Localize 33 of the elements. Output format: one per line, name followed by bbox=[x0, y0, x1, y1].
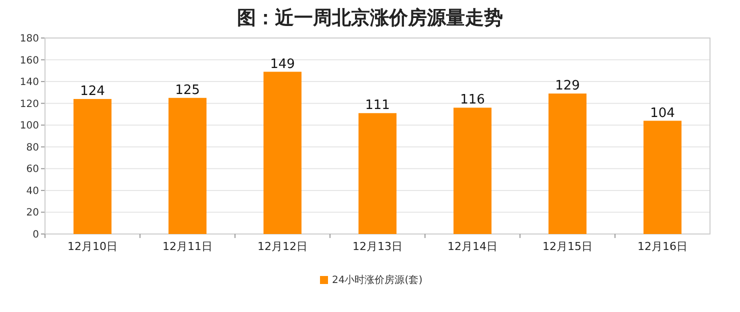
data-label: 124 bbox=[80, 84, 105, 99]
y-tick-label: 80 bbox=[26, 142, 39, 154]
y-tick-label: 60 bbox=[26, 164, 39, 176]
y-tick-label: 40 bbox=[26, 186, 39, 197]
x-tick-label: 12月16日 bbox=[638, 240, 688, 253]
y-tick-label: 100 bbox=[20, 120, 39, 132]
bar bbox=[454, 108, 492, 234]
data-label: 129 bbox=[555, 78, 580, 94]
x-tick-label: 12月13日 bbox=[352, 240, 402, 253]
x-tick-label: 12月11日 bbox=[162, 240, 212, 253]
legend-label: 24小时涨价房源(套) bbox=[332, 274, 423, 286]
bar bbox=[358, 113, 396, 234]
y-tick-label: 160 bbox=[20, 55, 39, 66]
bar bbox=[74, 98, 112, 234]
data-label: 149 bbox=[270, 56, 295, 72]
data-label: 116 bbox=[460, 92, 485, 108]
y-tick-label: 20 bbox=[26, 208, 39, 219]
data-label: 111 bbox=[365, 98, 390, 114]
x-tick-label: 12月10日 bbox=[68, 240, 118, 253]
y-tick-label: 140 bbox=[20, 77, 39, 88]
x-tick-label: 12月15日 bbox=[542, 240, 592, 253]
bar bbox=[644, 120, 682, 234]
bar bbox=[168, 98, 206, 234]
x-tick-label: 12月12日 bbox=[258, 240, 308, 253]
y-tick-label: 120 bbox=[20, 98, 39, 110]
data-label: 125 bbox=[175, 82, 200, 98]
y-tick-label: 0 bbox=[32, 230, 39, 240]
y-tick-label: 180 bbox=[20, 34, 39, 44]
bar bbox=[548, 94, 586, 234]
data-label: 104 bbox=[650, 106, 675, 121]
bar bbox=[264, 72, 302, 234]
chart-title: 图：近一周北京涨价房源量走势 bbox=[237, 7, 503, 29]
x-tick-label: 12月14日 bbox=[448, 240, 498, 253]
